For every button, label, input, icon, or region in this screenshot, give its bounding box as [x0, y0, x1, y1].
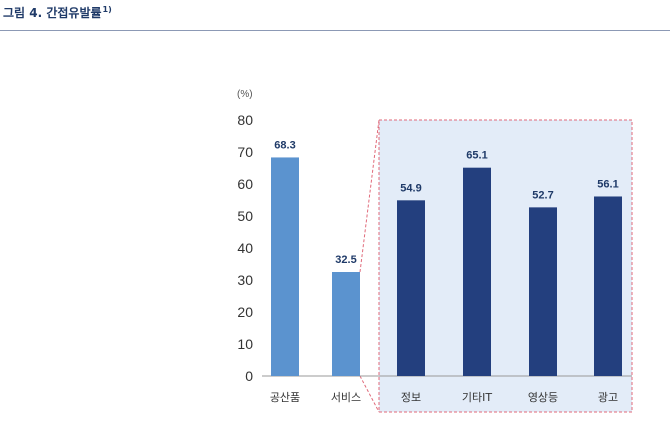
labels: 68.3 공산품 32.5 서비스 54.9 정보 65.1 기타IT 52.7 영상등 56.1 광…	[270, 139, 619, 404]
y-tick-label: 30	[237, 272, 253, 288]
bar	[594, 196, 622, 376]
x-category-label: 영상등	[528, 391, 558, 404]
x-category-label: 광고	[598, 391, 618, 404]
bar	[463, 167, 491, 376]
bar-value-label: 54.9	[400, 182, 421, 194]
figure-title-text: 그림 4. 간접유발률	[3, 6, 102, 20]
y-tick-label: 10	[237, 336, 253, 352]
x-category-label: 공산품	[270, 391, 300, 404]
y-axis-unit: (%)	[237, 89, 253, 100]
x-category-label: 서비스	[331, 391, 361, 404]
bar	[397, 200, 425, 376]
y-tick-label: 80	[237, 112, 253, 128]
y-tick-label: 0	[245, 368, 253, 384]
bar-value-label: 56.1	[597, 178, 618, 190]
x-category-label: 기타IT	[462, 391, 492, 404]
bar	[529, 207, 557, 376]
bar-value-label: 68.3	[274, 139, 295, 151]
bar	[271, 157, 299, 376]
title-divider	[0, 30, 670, 31]
x-category-label: 정보	[401, 391, 421, 404]
y-tick-label: 50	[237, 208, 253, 224]
bar-value-label: 52.7	[532, 189, 553, 201]
figure-footnote: 1)	[102, 5, 112, 14]
bar	[332, 272, 360, 376]
y-tick-label: 60	[237, 176, 253, 192]
y-tick-label: 20	[237, 304, 253, 320]
y-tick-label: 40	[237, 240, 253, 256]
figure-title: 그림 4. 간접유발률1)	[3, 4, 112, 21]
y-axis: (%) 0 10 20 30 40 50 60 70 80	[237, 89, 632, 384]
zoom-connector-bottom	[359, 375, 380, 413]
zoom-connector-top	[359, 119, 380, 273]
bar-value-label: 65.1	[466, 150, 487, 162]
bars	[271, 157, 622, 376]
y-tick-label: 70	[237, 144, 253, 160]
bar-value-label: 32.5	[335, 254, 356, 266]
